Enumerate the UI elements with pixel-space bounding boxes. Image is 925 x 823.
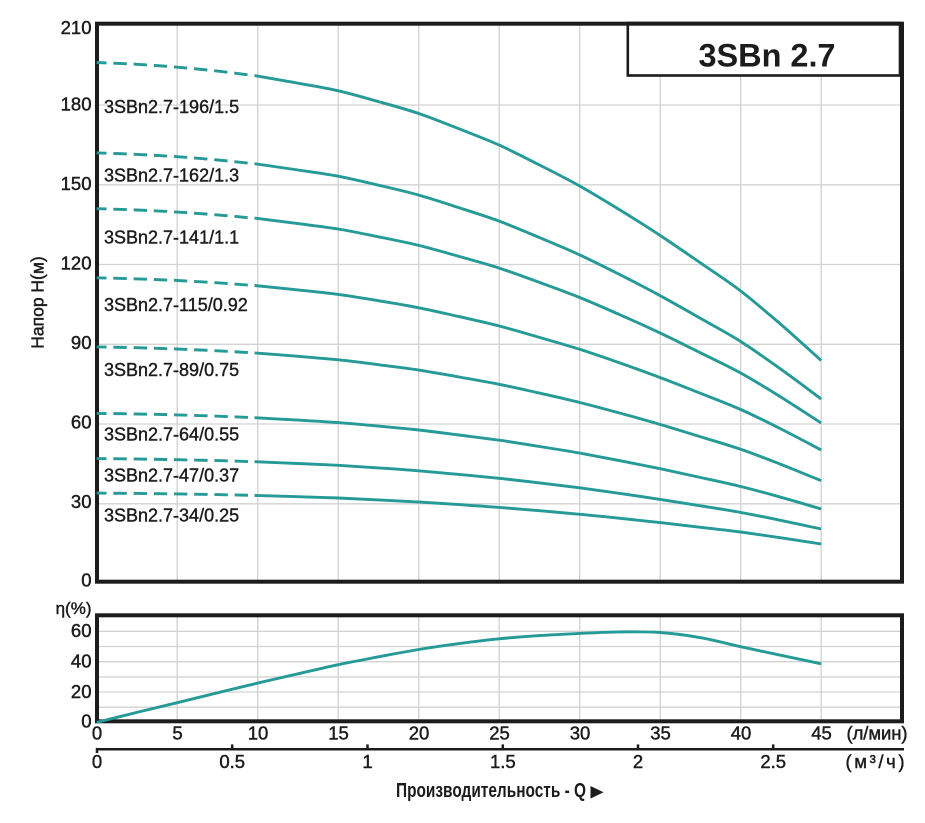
svg-text:120: 120 xyxy=(61,252,92,273)
svg-text:0: 0 xyxy=(92,751,102,772)
svg-text:30: 30 xyxy=(570,723,591,744)
svg-text:150: 150 xyxy=(61,173,92,194)
svg-text:0: 0 xyxy=(81,570,91,591)
svg-text:Напор Н(м): Напор Н(м) xyxy=(28,256,48,349)
svg-text:0: 0 xyxy=(81,710,91,731)
svg-text:40: 40 xyxy=(71,651,92,672)
svg-text:Производительность - Q: Производительность - Q xyxy=(396,780,586,802)
svg-text:35: 35 xyxy=(650,723,671,744)
svg-text:3SBn2.7-34/0.25: 3SBn2.7-34/0.25 xyxy=(104,506,239,526)
svg-text:0: 0 xyxy=(92,723,102,744)
svg-text:10: 10 xyxy=(248,723,269,744)
svg-text:25: 25 xyxy=(489,723,510,744)
svg-text:3SBn2.7-196/1.5: 3SBn2.7-196/1.5 xyxy=(104,97,239,117)
svg-text:η(%): η(%) xyxy=(56,599,92,618)
svg-text:90: 90 xyxy=(71,332,92,353)
svg-text:3SBn2.7-141/1.1: 3SBn2.7-141/1.1 xyxy=(104,227,239,247)
svg-text:2.5: 2.5 xyxy=(760,751,786,772)
svg-text:3SBn2.7-89/0.75: 3SBn2.7-89/0.75 xyxy=(104,360,239,380)
svg-text:45: 45 xyxy=(811,723,832,744)
svg-text:15: 15 xyxy=(328,723,349,744)
svg-text:5: 5 xyxy=(172,723,182,744)
svg-text:(л/мин): (л/мин) xyxy=(847,723,908,744)
svg-text:0.5: 0.5 xyxy=(219,751,245,772)
svg-text:60: 60 xyxy=(71,620,92,641)
svg-text:3SBn 2.7: 3SBn 2.7 xyxy=(699,38,836,74)
svg-text:210: 210 xyxy=(61,17,92,38)
svg-text:1.5: 1.5 xyxy=(490,751,516,772)
svg-text:3SBn2.7-115/0.92: 3SBn2.7-115/0.92 xyxy=(104,295,248,315)
svg-text:60: 60 xyxy=(71,411,92,432)
svg-text:(м³/ч): (м³/ч) xyxy=(846,751,905,772)
svg-text:20: 20 xyxy=(71,681,92,702)
svg-text:3SBn2.7-47/0.37: 3SBn2.7-47/0.37 xyxy=(104,466,239,486)
svg-text:1: 1 xyxy=(362,751,372,772)
svg-text:2: 2 xyxy=(633,751,643,772)
svg-text:30: 30 xyxy=(71,491,92,512)
svg-text:40: 40 xyxy=(731,723,752,744)
svg-text:180: 180 xyxy=(61,94,92,115)
svg-text:3SBn2.7-162/1.3: 3SBn2.7-162/1.3 xyxy=(104,166,239,186)
svg-text:3SBn2.7-64/0.55: 3SBn2.7-64/0.55 xyxy=(104,424,239,444)
svg-text:20: 20 xyxy=(409,723,430,744)
